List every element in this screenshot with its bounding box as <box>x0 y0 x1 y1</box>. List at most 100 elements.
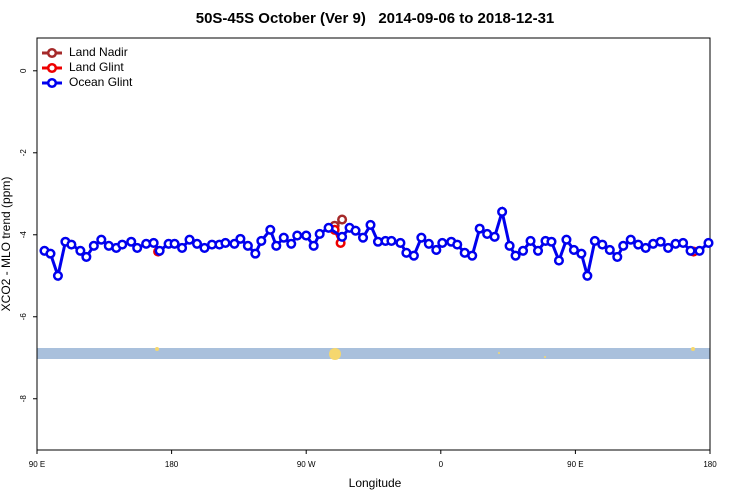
x-tick-label: 180 <box>165 460 179 469</box>
strip-dot <box>329 348 341 360</box>
data-point <box>655 236 666 247</box>
data-point <box>474 223 485 234</box>
data-point <box>597 239 608 250</box>
legend-marker <box>46 62 58 74</box>
data-point <box>663 242 674 253</box>
data-point <box>154 245 165 256</box>
data-point <box>265 224 276 235</box>
legend-label: Land Glint <box>69 60 124 74</box>
x-tick-label: 0 <box>439 460 444 469</box>
data-point <box>582 270 593 281</box>
x-tick-label: 180 <box>703 460 717 469</box>
data-point <box>497 206 508 217</box>
data-point <box>52 270 63 281</box>
data-point <box>532 245 544 256</box>
data-point <box>75 245 86 256</box>
data-point <box>678 237 689 249</box>
data-point <box>612 251 623 262</box>
data-point <box>301 230 312 241</box>
x-tick-label: 90 E <box>29 460 45 469</box>
data-point <box>395 237 406 249</box>
data-point <box>408 250 419 261</box>
data-point <box>703 237 714 249</box>
data-point <box>386 235 397 246</box>
legend-label: Ocean Glint <box>69 75 133 89</box>
data-point <box>423 238 434 249</box>
strip-dot <box>498 352 500 354</box>
data-point <box>525 235 536 246</box>
data-point <box>416 232 427 243</box>
data-point <box>546 236 557 247</box>
y-axis-label: XCO2 - MLO trend (ppm) <box>0 177 13 312</box>
data-point <box>337 214 348 225</box>
data-point <box>604 244 615 255</box>
data-point <box>568 244 579 255</box>
data-point <box>518 245 529 256</box>
data-point <box>561 234 572 245</box>
data-point <box>132 242 143 253</box>
data-point <box>625 234 636 245</box>
legend-marker <box>46 47 58 59</box>
data-point <box>45 248 56 259</box>
data-point <box>694 245 705 256</box>
y-tick-label: -2 <box>19 149 28 157</box>
data-point <box>510 250 521 261</box>
x-tick-label: 90 E <box>567 460 583 469</box>
y-tick-label: -4 <box>19 231 28 239</box>
data-point <box>191 238 203 249</box>
legend-marker <box>46 77 58 89</box>
data-point <box>365 219 376 230</box>
data-point <box>308 240 319 251</box>
data-point <box>431 244 442 255</box>
strip-dot <box>155 347 159 351</box>
data-point <box>640 242 651 253</box>
data-point <box>81 251 92 262</box>
data-point <box>278 232 289 243</box>
data-point <box>220 237 231 249</box>
x-tick-label: 90 W <box>297 460 316 469</box>
y-tick-label: -8 <box>19 395 28 403</box>
data-point <box>250 248 261 259</box>
data-point <box>357 232 369 243</box>
data-point <box>235 233 246 244</box>
data-point <box>337 231 348 242</box>
data-point <box>271 240 282 251</box>
data-point <box>323 222 334 233</box>
data-point <box>242 240 253 251</box>
data-point <box>553 255 564 266</box>
strip-band <box>37 348 710 359</box>
data-point <box>504 240 515 251</box>
data-point <box>184 234 195 245</box>
data-point <box>292 230 303 241</box>
data-point <box>437 237 448 249</box>
y-tick-label: -6 <box>19 313 28 321</box>
data-point <box>66 239 77 250</box>
data-point <box>229 238 240 249</box>
strip-dot <box>544 356 546 358</box>
data-point <box>350 225 361 236</box>
data-point <box>489 231 500 242</box>
surface-strip <box>37 347 710 360</box>
data-point <box>96 234 107 245</box>
data-point <box>256 235 267 246</box>
data-point <box>685 245 696 256</box>
chart-title: 50S-45S October (Ver 9) 2014-09-06 to 20… <box>196 10 555 27</box>
data-point <box>452 239 463 250</box>
data-point <box>286 238 297 249</box>
data-point <box>148 237 159 249</box>
data-point <box>117 239 128 250</box>
data-point <box>88 240 99 251</box>
legend-label: Land Nadir <box>69 45 128 59</box>
data-point <box>314 228 325 240</box>
data-point <box>589 235 600 246</box>
data-point <box>576 248 587 259</box>
data-point <box>467 250 478 261</box>
data-point <box>618 240 629 251</box>
strip-dot <box>691 347 695 351</box>
data-point <box>177 242 188 253</box>
y-tick-label: 0 <box>19 68 28 73</box>
x-axis-label: Longitude <box>349 476 402 490</box>
data-point <box>126 236 137 247</box>
data-point <box>169 238 180 249</box>
